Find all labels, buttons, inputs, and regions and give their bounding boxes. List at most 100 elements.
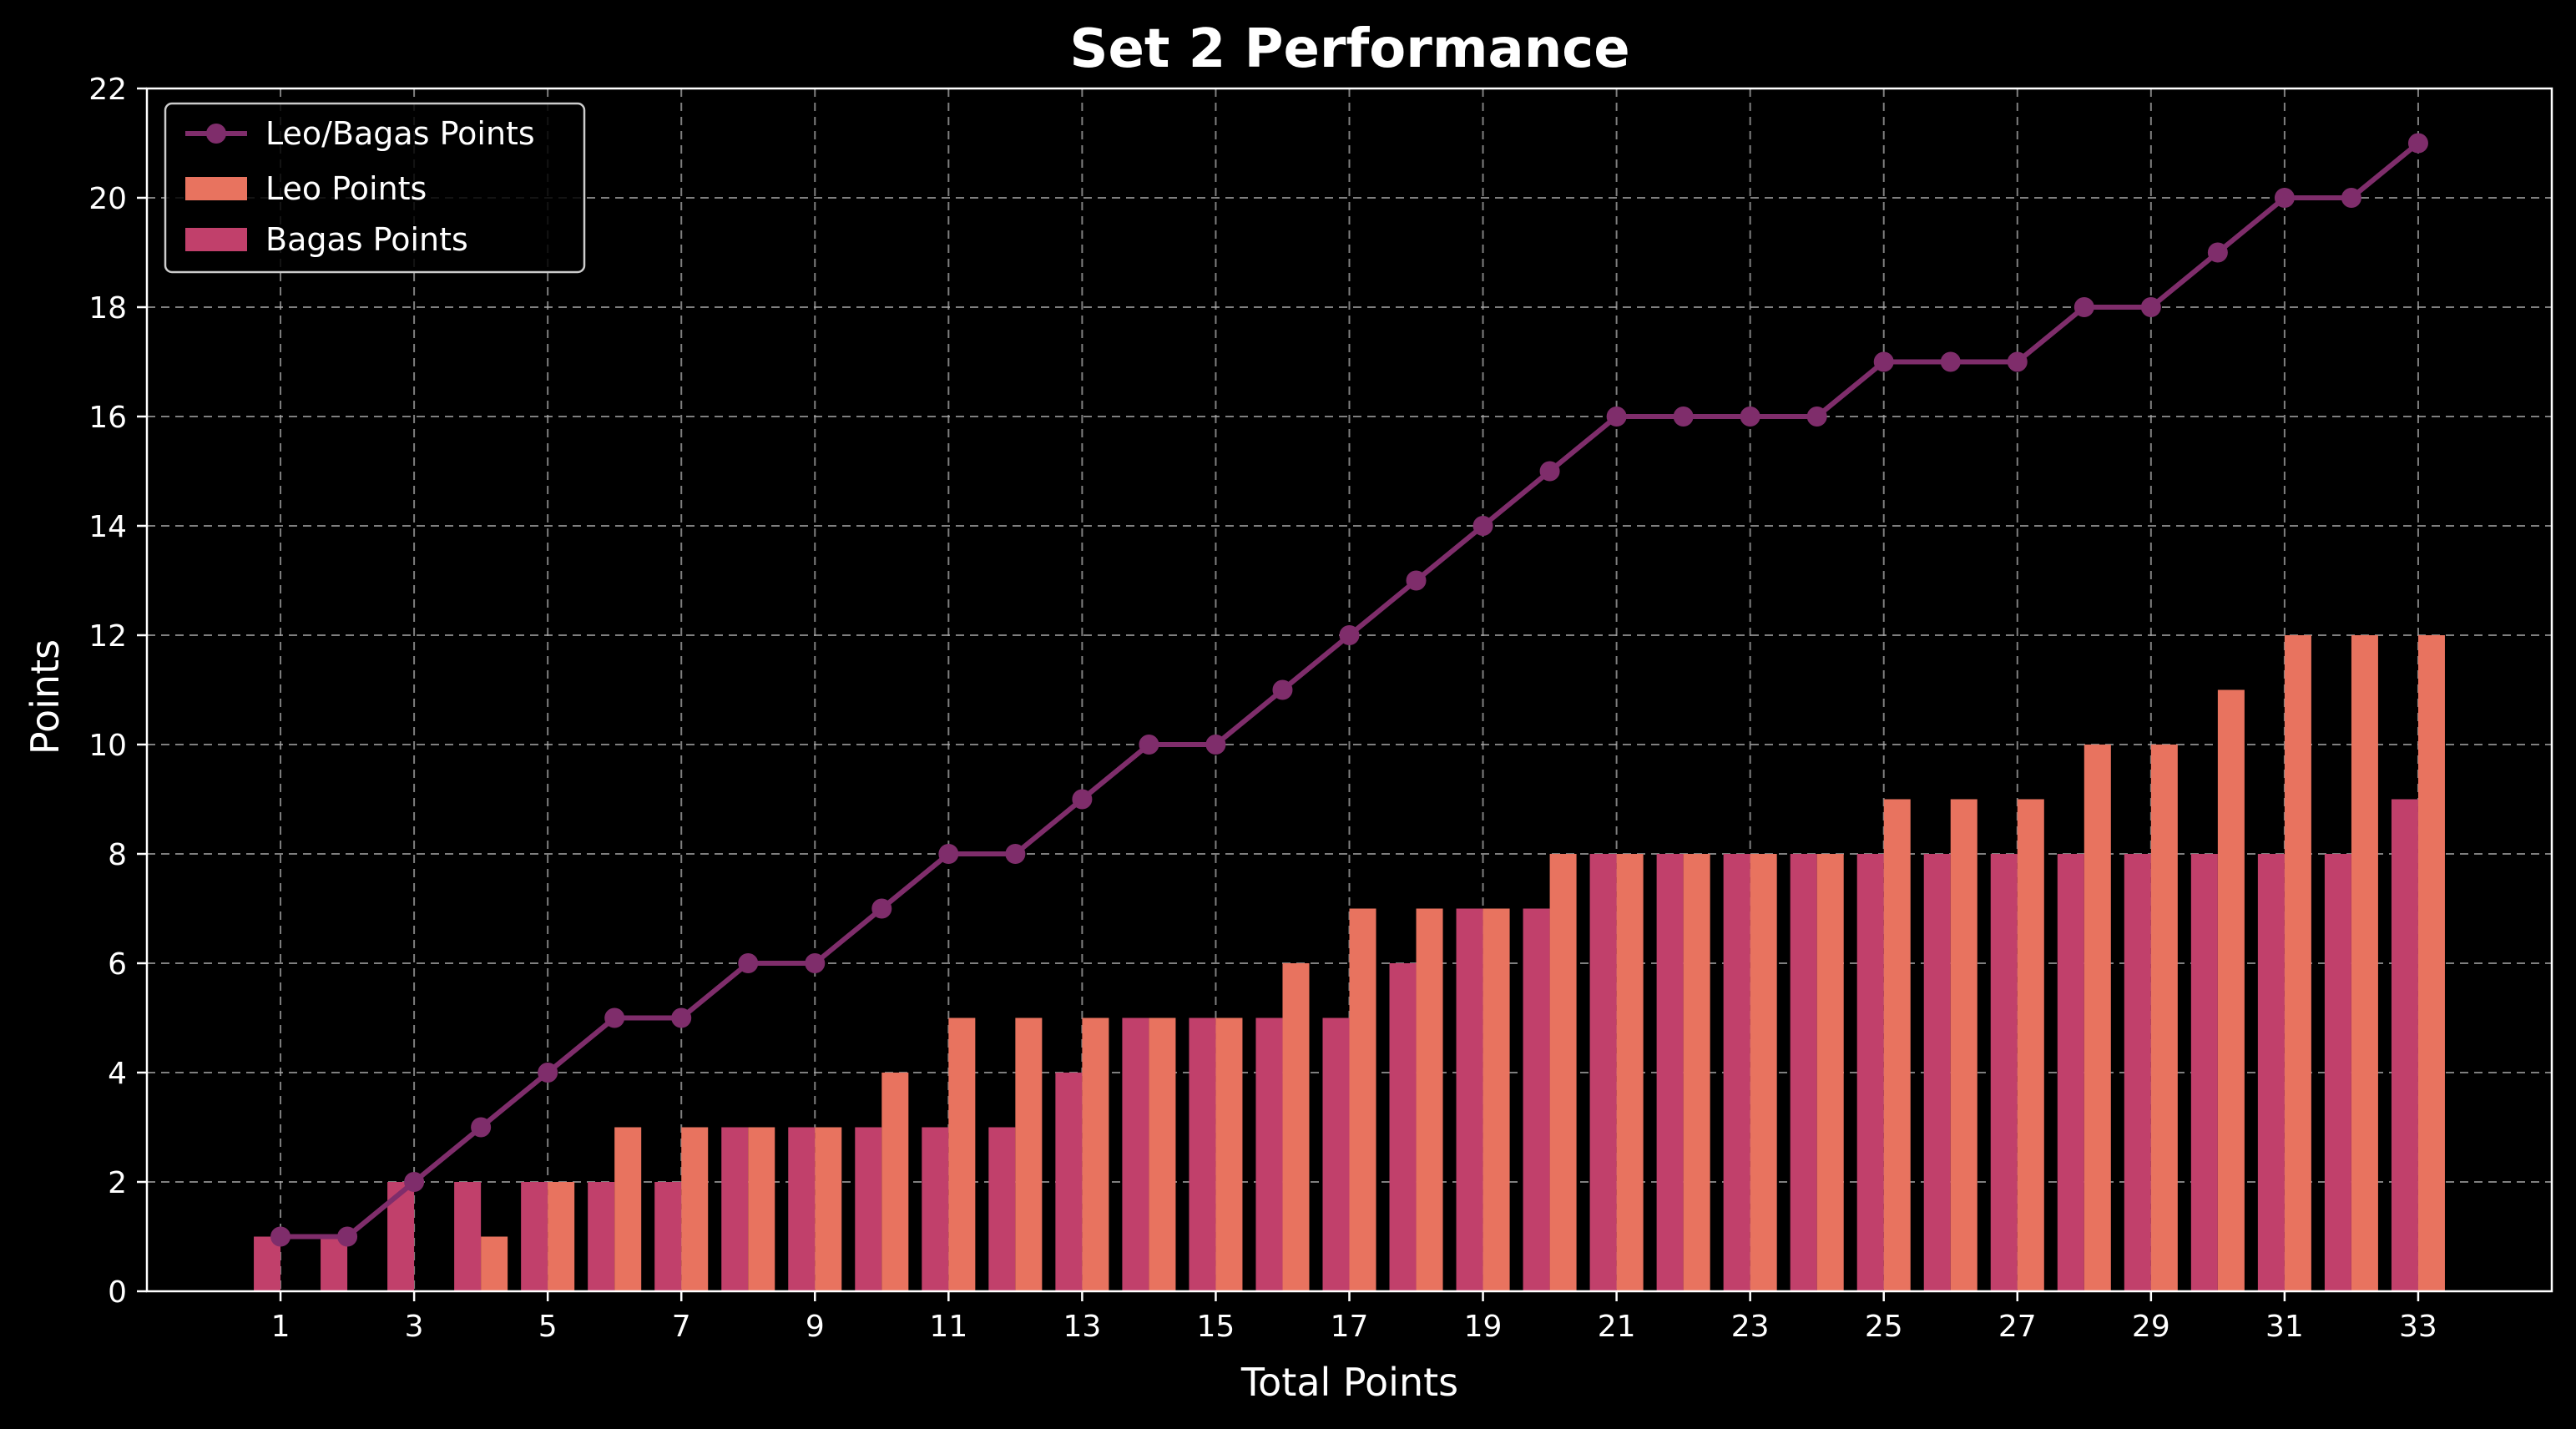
legend: Leo/Bagas Points Leo Points Bagas Points <box>164 102 586 274</box>
line-point-leo-bagas <box>404 1172 425 1192</box>
bar-leo-points <box>2284 635 2311 1291</box>
legend-bar-swatch <box>185 228 247 251</box>
line-point-leo-bagas <box>604 1007 625 1028</box>
line-point-leo-bagas <box>2274 188 2295 208</box>
bar-leo-points <box>1015 1017 1043 1291</box>
x-tick-label: 25 <box>1865 1310 1903 1344</box>
y-tick-label: 20 <box>88 182 127 216</box>
bar-leo-points <box>1482 908 1510 1291</box>
bar-bagas-points <box>855 1127 882 1291</box>
line-point-leo-bagas <box>1139 735 1159 755</box>
bar-leo-points <box>1683 854 1710 1291</box>
y-tick-label: 10 <box>88 729 127 763</box>
bar-bagas-points <box>1589 854 1617 1291</box>
x-tick-label: 27 <box>1998 1310 2037 1344</box>
bar-bagas-points <box>1856 854 1884 1291</box>
line-point-leo-bagas <box>538 1063 558 1083</box>
line-point-leo-bagas <box>1606 406 1627 427</box>
bar-bagas-points <box>1389 963 1417 1291</box>
x-tick-label: 19 <box>1464 1310 1503 1344</box>
y-tick-label: 8 <box>108 838 127 872</box>
bar-bagas-points <box>922 1127 949 1291</box>
bar-leo-points <box>881 1073 909 1291</box>
x-tick-label: 13 <box>1063 1310 1101 1344</box>
x-tick-label: 29 <box>2132 1310 2170 1344</box>
bar-bagas-points <box>2124 854 2151 1291</box>
x-tick-label: 17 <box>1331 1310 1369 1344</box>
bar-leo-points <box>1215 1017 1243 1291</box>
line-point-leo-bagas <box>471 1117 492 1138</box>
bar-bagas-points <box>1322 1017 1350 1291</box>
bar-leo-points <box>1950 799 1977 1291</box>
line-point-leo-bagas <box>671 1007 692 1028</box>
line-point-leo-bagas <box>1406 570 1427 591</box>
line-point-leo-bagas <box>1940 351 1961 372</box>
line-point-leo-bagas <box>270 1226 291 1247</box>
y-tick-label: 12 <box>88 619 127 654</box>
line-point-leo-bagas <box>1072 789 1093 810</box>
bar-bagas-points <box>2391 799 2418 1291</box>
bar-leo-points <box>2017 799 2044 1291</box>
bar-bagas-points <box>321 1236 348 1291</box>
legend-marker-swatch <box>206 124 226 144</box>
line-layer <box>270 133 2428 1247</box>
x-tick-label: 1 <box>271 1310 290 1344</box>
bar-bagas-points <box>1456 908 1483 1291</box>
y-tick-label: 0 <box>108 1275 127 1310</box>
bar-leo-points <box>1149 1017 1176 1291</box>
legend-entry-label: Leo/Bagas Points <box>265 115 535 152</box>
bar-bagas-points <box>1656 854 1684 1291</box>
bar-bagas-points <box>2257 854 2285 1291</box>
bar-bagas-points <box>788 1127 816 1291</box>
line-point-leo-bagas <box>738 953 759 973</box>
line-point-leo-bagas <box>2007 351 2028 372</box>
line-point-leo-bagas <box>805 953 826 973</box>
line-point-leo-bagas <box>2140 297 2161 317</box>
x-axis-label: Total Points <box>1240 1360 1458 1405</box>
bar-bagas-points <box>1990 854 2018 1291</box>
y-axis-label: Points <box>23 639 68 755</box>
line-point-leo-bagas <box>1740 406 1760 427</box>
x-tick-label: 7 <box>672 1310 691 1344</box>
bar-bagas-points <box>588 1182 615 1291</box>
bar-leo-points <box>1616 854 1644 1291</box>
bar-bagas-points <box>1055 1073 1083 1291</box>
y-tick-label: 14 <box>88 510 127 544</box>
bar-leo-points <box>2351 635 2378 1291</box>
bar-leo-points <box>1349 908 1376 1291</box>
x-tick-label: 15 <box>1197 1310 1235 1344</box>
bar-bagas-points <box>521 1182 548 1291</box>
chart-title: Set 2 Performance <box>1069 18 1629 80</box>
y-tick-label: 18 <box>88 291 127 326</box>
x-tick-label: 5 <box>538 1310 558 1344</box>
bar-leo-points <box>548 1182 575 1291</box>
bar-bagas-points <box>2190 854 2218 1291</box>
bar-leo-points <box>1416 908 1443 1291</box>
line-point-leo-bagas <box>1205 735 1226 755</box>
bar-leo-points <box>815 1127 842 1291</box>
x-tick-label: 3 <box>405 1310 424 1344</box>
line-point-leo-bagas <box>1472 516 1493 536</box>
axes: 1 3 5 7 9 11 13 15 17 19 21 23 25 27 29 31 3302468101214… <box>88 73 2437 1344</box>
y-tick-label: 16 <box>88 401 127 435</box>
y-tick-label: 4 <box>108 1057 127 1091</box>
bar-leo-points <box>481 1236 508 1291</box>
x-tick-label: 21 <box>1598 1310 1636 1344</box>
bar-leo-points <box>614 1127 642 1291</box>
legend-entry-label: Bagas Points <box>265 221 468 258</box>
line-point-leo-bagas <box>1339 625 1360 645</box>
bar-leo-points <box>1883 799 1911 1291</box>
line-point-leo-bagas <box>2341 188 2361 208</box>
bars-layer <box>254 635 2445 1291</box>
line-point-leo-bagas <box>337 1226 358 1247</box>
bar-bagas-points <box>1923 854 1951 1291</box>
bar-leo-points <box>948 1017 976 1291</box>
line-point-leo-bagas <box>2073 297 2094 317</box>
bar-bagas-points <box>1189 1017 1216 1291</box>
bar-leo-points <box>2417 635 2445 1291</box>
bar-leo-points <box>1549 854 1577 1291</box>
line-point-leo-bagas <box>938 844 959 864</box>
line-point-leo-bagas <box>1873 351 1894 372</box>
bar-leo-points <box>1282 963 1310 1291</box>
